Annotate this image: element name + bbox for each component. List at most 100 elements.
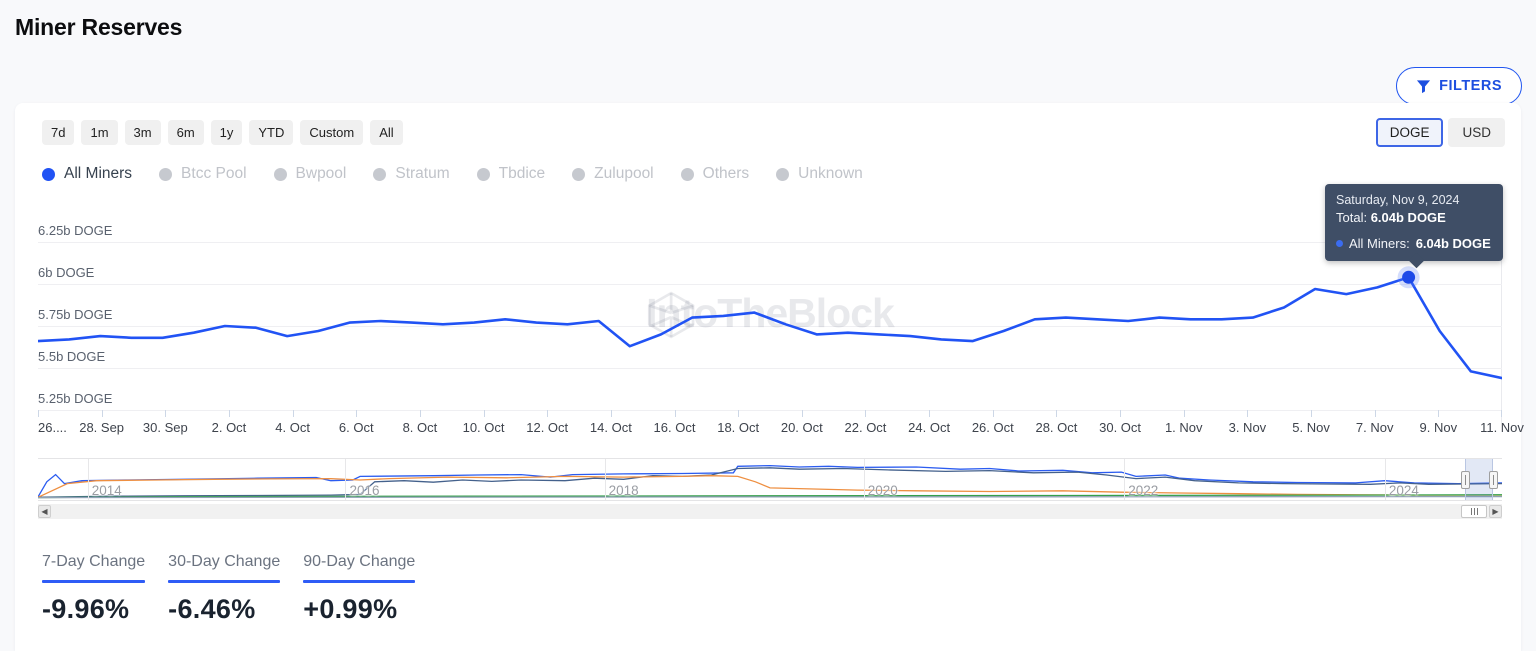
- legend-item-tbdice[interactable]: Tbdice: [476, 165, 546, 183]
- range-button-ytd[interactable]: YTD: [249, 120, 294, 145]
- y-axis-label: 6.25b DOGE: [38, 223, 117, 238]
- range-button-all[interactable]: All: [370, 120, 403, 145]
- x-axis-tick: [1183, 410, 1185, 417]
- stat-label: 90-Day Change: [303, 553, 416, 570]
- chart-tooltip: Saturday, Nov 9, 2024 Total: 6.04b DOGE …: [1325, 184, 1503, 269]
- stat-90-day-change: 90-Day Change +0.99%: [303, 553, 416, 625]
- x-axis-label: 16. Oct: [653, 420, 696, 435]
- y-axis-label: 5.75b DOGE: [38, 307, 117, 322]
- x-axis-ticks: [38, 410, 1502, 418]
- stat-label: 30-Day Change: [168, 553, 281, 570]
- legend-label: Unknown: [798, 165, 863, 182]
- legend-dot-icon: [159, 167, 173, 181]
- navigator-year-label: 2014: [91, 483, 122, 498]
- stat-30-day-change: 30-Day Change -6.46%: [168, 553, 281, 625]
- navigator-year-label: 2022: [1128, 483, 1159, 498]
- legend-item-bwpool[interactable]: Bwpool: [273, 165, 346, 183]
- range-button-7d[interactable]: 7d: [42, 120, 75, 145]
- legend-item-unknown[interactable]: Unknown: [776, 165, 863, 183]
- legend-label: Others: [702, 165, 750, 182]
- legend-label: All Miners: [64, 165, 133, 182]
- x-axis-tick: [547, 410, 549, 417]
- chart-navigator[interactable]: 2014 2016 2018 2020 2022 2024: [38, 458, 1502, 501]
- scrollbar-right-arrow[interactable]: ▶: [1489, 505, 1502, 518]
- scrollbar-thumb[interactable]: [1461, 505, 1487, 518]
- x-axis-tick: [929, 410, 931, 417]
- x-axis-tick: [228, 410, 230, 417]
- range-button-6m[interactable]: 6m: [167, 120, 204, 145]
- navigator-year-gridline: [1384, 459, 1386, 500]
- x-axis-tick: [483, 410, 485, 417]
- currency-doge[interactable]: DOGE: [1375, 118, 1444, 147]
- legend-dot-icon: [42, 167, 55, 181]
- legend-item-all-miners[interactable]: All Miners: [42, 165, 132, 183]
- navigator-year-gridline: [1124, 459, 1126, 500]
- x-axis-tick: [165, 410, 167, 417]
- legend-dot-icon: [273, 167, 287, 181]
- stat-underline: [168, 580, 281, 583]
- range-button-custom[interactable]: Custom: [300, 120, 364, 145]
- x-axis-tick: [674, 410, 676, 417]
- legend-item-zulupool[interactable]: Zulupool: [572, 165, 654, 183]
- filters-button[interactable]: FILTERS: [1396, 67, 1522, 105]
- x-axis-tick: [865, 410, 867, 417]
- stat-value: -9.96%: [42, 593, 130, 624]
- navigator-handle-left[interactable]: [1461, 470, 1471, 489]
- navigator-year-gridline: [87, 459, 89, 500]
- x-axis-label: 7. Nov: [1355, 420, 1394, 435]
- tooltip-series-value: 6.04b DOGE: [1415, 236, 1491, 251]
- range-button-1m[interactable]: 1m: [81, 120, 118, 145]
- x-axis-tick: [1247, 410, 1249, 417]
- legend-label: Tbdice: [498, 165, 546, 182]
- x-axis-tick: [1501, 410, 1502, 417]
- gridline: [38, 283, 1502, 285]
- y-axis-label: 6b DOGE: [38, 265, 99, 280]
- x-axis-label: 26....: [38, 420, 67, 435]
- tooltip-series-row: All Miners: 6.04b DOGE: [1336, 236, 1492, 251]
- intotheblock-logo-icon: [647, 291, 695, 339]
- legend-item-btcc-pool[interactable]: Btcc Pool: [159, 165, 247, 183]
- currency-usd[interactable]: USD: [1448, 118, 1505, 147]
- stat-underline: [42, 580, 146, 583]
- x-axis-label: 30. Sep: [142, 420, 188, 435]
- tooltip-series-label: All Miners:: [1349, 236, 1410, 251]
- x-axis-label: 18. Oct: [717, 420, 760, 435]
- gridline: [38, 367, 1502, 369]
- x-axis-tick: [292, 410, 294, 417]
- x-axis-label: 28. Sep: [79, 420, 125, 435]
- legend-dot-icon: [680, 167, 694, 181]
- x-axis-label: 20. Oct: [780, 420, 823, 435]
- legend-item-stratum[interactable]: Stratum: [373, 165, 450, 183]
- range-button-3m[interactable]: 3m: [124, 120, 161, 145]
- range-button-1y[interactable]: 1y: [210, 120, 243, 145]
- legend-label: Stratum: [395, 165, 450, 182]
- navigator-year-label: 2016: [349, 483, 380, 498]
- main-chart[interactable]: IntoTheBlock 6.25b DOGE 6b DOGE 5.75b DOGE…: [38, 223, 1502, 423]
- x-axis-label: 10. Oct: [462, 420, 505, 435]
- x-axis-label: 6. Oct: [338, 420, 374, 435]
- navigator-scrollbar[interactable]: ◀ ▶: [38, 504, 1502, 519]
- chart-card: 7d 1m 3m 6m 1y YTD Custom All DOGE USD All Miner…: [15, 103, 1524, 651]
- navigator-handle-right[interactable]: [1489, 470, 1499, 489]
- stat-underline: [303, 580, 416, 583]
- x-axis-tick: [38, 410, 39, 417]
- stat-value: +0.99%: [303, 593, 398, 624]
- legend-dot-icon: [572, 167, 586, 181]
- x-axis-tick: [356, 410, 358, 417]
- x-axis-tick: [1374, 410, 1376, 417]
- navigator-year-gridline: [604, 459, 606, 500]
- scrollbar-left-arrow[interactable]: ◀: [38, 505, 51, 518]
- x-axis-label: 28. Oct: [1035, 420, 1078, 435]
- hovered-point-marker: [1402, 270, 1416, 284]
- x-axis-tick: [801, 410, 803, 417]
- intotheblock-watermark: IntoTheBlock: [646, 290, 895, 339]
- series-dot-icon: [1336, 240, 1343, 247]
- x-axis-label: 1. Nov: [1164, 420, 1203, 435]
- legend-dot-icon: [476, 167, 490, 181]
- navigator-year-gridline: [863, 459, 865, 500]
- navigator-year-label: 2020: [867, 483, 898, 498]
- legend-item-others[interactable]: Others: [680, 165, 750, 183]
- tooltip-total: Total: 6.04b DOGE: [1336, 210, 1446, 225]
- x-axis-label: 5. Nov: [1292, 420, 1330, 435]
- page-title: Miner Reserves: [15, 14, 183, 40]
